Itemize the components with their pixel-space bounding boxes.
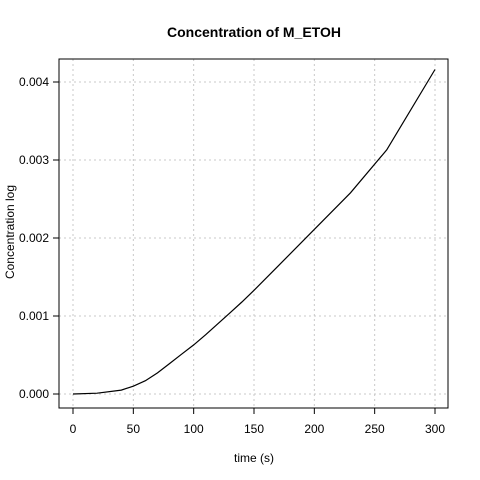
axes: 0 50 100 150 200 250 300 0.000 0.001 0.002 0.003 0.… [19, 58, 449, 436]
x-tick-label: 250 [365, 422, 385, 436]
x-tick-label: 0 [70, 422, 77, 436]
grid [59, 59, 448, 408]
x-axis-label: time (s) [234, 451, 274, 465]
chart-title: Concentration of M_ETOH [167, 24, 341, 40]
y-tick-label: 0.001 [19, 309, 49, 323]
y-axis-label: Concentration log [3, 185, 17, 279]
x-tick-label: 300 [425, 422, 445, 436]
series-line [72, 69, 436, 395]
x-tick-label: 200 [304, 422, 324, 436]
y-tick-label: 0.004 [19, 75, 49, 89]
y-tick-label: 0.003 [19, 153, 49, 167]
x-tick-label: 150 [244, 422, 264, 436]
x-tick-label: 100 [184, 422, 204, 436]
y-tick-label: 0.002 [19, 231, 49, 245]
series-group [72, 69, 436, 395]
y-tick-label: 0.000 [19, 387, 49, 401]
x-tick-label: 50 [127, 422, 141, 436]
